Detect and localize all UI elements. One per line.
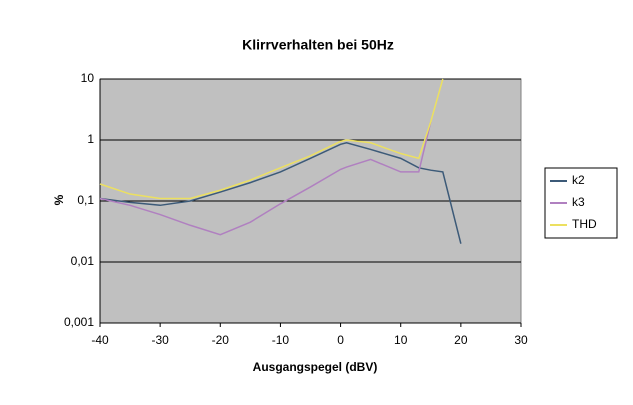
x-tick-label: -40 — [91, 333, 109, 347]
y-tick-label: 0,001 — [64, 315, 94, 329]
legend-label: THD — [572, 217, 597, 231]
x-axis-title: Ausgangspegel (dBV) — [253, 360, 378, 374]
y-tick-label: 10 — [81, 71, 95, 85]
series-line — [99, 78, 444, 200]
x-tick-label: -20 — [212, 333, 230, 347]
y-tick-label: 0,1 — [77, 193, 94, 207]
x-tick-label: 10 — [394, 333, 408, 347]
series-line — [99, 142, 462, 244]
x-tick-label: 0 — [337, 333, 344, 347]
x-tick-label: -30 — [151, 333, 169, 347]
series-line — [99, 121, 432, 236]
legend-label: k2 — [572, 173, 585, 187]
x-tick-label: 30 — [514, 333, 528, 347]
y-tick-label: 0,01 — [71, 254, 95, 268]
chart-title: Klirrverhalten bei 50Hz — [242, 37, 394, 53]
legend-label: k3 — [572, 195, 585, 209]
y-axis-title: % — [52, 194, 66, 205]
y-tick-label: 1 — [87, 132, 94, 146]
x-tick-label: 20 — [454, 333, 468, 347]
x-tick-label: -10 — [272, 333, 290, 347]
